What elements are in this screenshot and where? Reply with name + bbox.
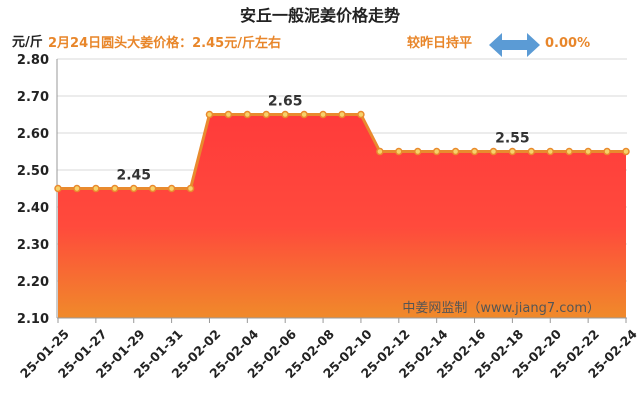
data-point	[129, 184, 138, 193]
data-point	[584, 147, 592, 156]
data-point	[357, 110, 365, 119]
data-point	[470, 147, 479, 156]
watermark: 中姜网监制（www.jiang7.com）	[402, 301, 600, 316]
data-point	[451, 147, 460, 156]
area-fill	[58, 114, 626, 318]
data-point	[338, 110, 346, 119]
data-point	[111, 184, 119, 193]
chart-title: 安丘一般泥姜价格走势	[240, 6, 400, 25]
area-shape	[58, 114, 626, 318]
y-tick-label: 2.40	[17, 201, 49, 216]
data-point	[186, 184, 195, 193]
data-point	[300, 110, 308, 119]
y-tick-label: 2.50	[17, 164, 49, 179]
data-point	[432, 147, 441, 156]
data-point	[148, 184, 157, 193]
y-tick-label: 2.30	[17, 238, 49, 253]
data-point	[395, 147, 403, 156]
data-points	[54, 110, 630, 193]
data-point	[508, 147, 517, 156]
change-value: 0.00%	[545, 36, 590, 51]
data-point	[92, 184, 100, 193]
y-tick-label: 2.60	[17, 127, 49, 142]
data-point	[565, 147, 573, 156]
data-point	[54, 184, 62, 193]
compare-label: 较昨日持平	[407, 35, 472, 51]
data-point	[73, 184, 81, 193]
data-point	[205, 110, 214, 119]
data-point	[603, 147, 611, 156]
data-point	[262, 110, 271, 119]
data-point	[622, 147, 630, 156]
data-point	[281, 110, 289, 119]
y-tick-label: 2.10	[17, 312, 49, 327]
data-point	[527, 147, 536, 156]
y-tick-label: 2.80	[17, 53, 49, 68]
data-point	[243, 110, 252, 119]
data-label: 2.65	[268, 94, 303, 110]
data-point	[167, 184, 176, 193]
data-label: 2.45	[116, 168, 151, 184]
data-point	[413, 147, 422, 156]
data-point	[546, 147, 555, 156]
y-axis-label: 元/斤	[12, 34, 43, 50]
data-point	[489, 147, 498, 156]
y-tick-label: 2.20	[17, 275, 49, 290]
y-tick-label: 2.70	[17, 90, 49, 105]
data-label: 2.55	[495, 131, 530, 147]
y-tick-labels: 2.10 2.20 2.30 2.40 2.50 2.60 2.70 2.80	[17, 53, 49, 327]
double-arrow-icon	[489, 33, 540, 57]
data-point	[319, 110, 327, 119]
x-tick-labels: 25-01-2525-01-2725-01-2925-01-3125-02-02…	[17, 318, 640, 381]
price-note: 2月24日圆头大姜价格：2.45元/斤左右	[48, 35, 281, 51]
data-labels: 2.45 2.65 2.55	[116, 94, 529, 184]
data-point	[376, 147, 384, 156]
data-point	[224, 110, 233, 119]
